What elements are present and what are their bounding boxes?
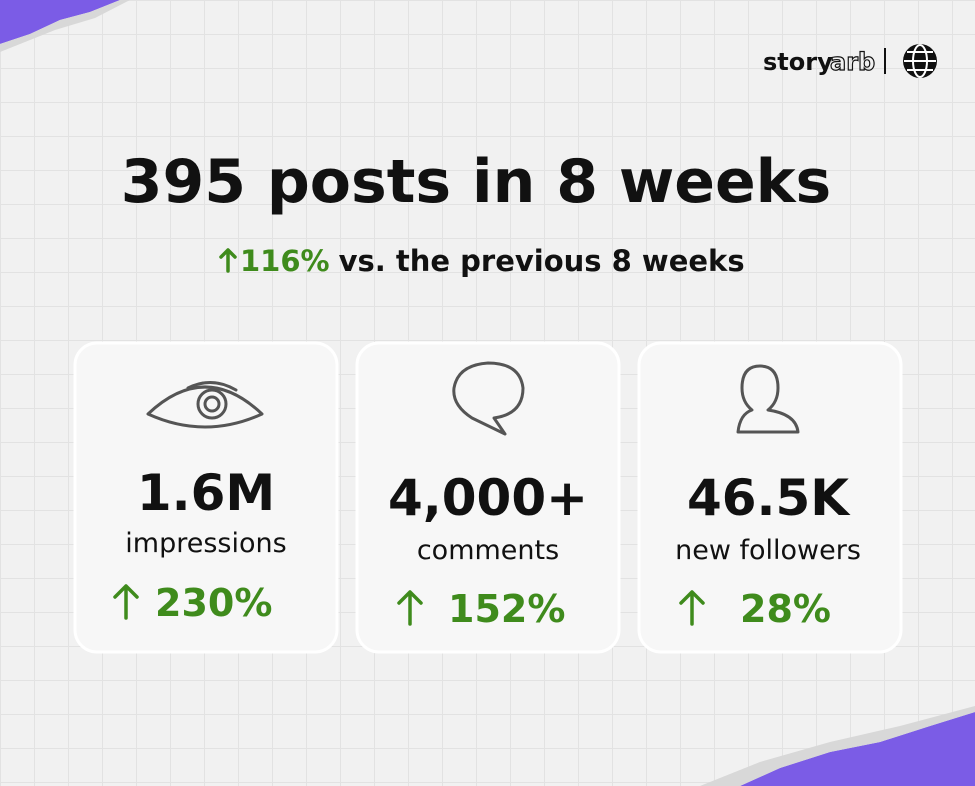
subtitle-text: vs. the previous 8 weeks (339, 244, 745, 278)
logo-story: story (763, 48, 833, 76)
card-change: 230% (155, 581, 272, 625)
corner-decoration (700, 706, 975, 786)
corner-decoration (740, 712, 975, 786)
logo-arb: arb (830, 48, 875, 76)
subtitle: 116% vs. the previous 8 weeks (219, 244, 745, 278)
card-value: 46.5K (687, 469, 851, 527)
card-label: comments (417, 535, 559, 566)
card-change: 28% (740, 587, 831, 631)
subtitle-change: 116% (240, 244, 330, 278)
card-change: 152% (448, 587, 565, 631)
card: 46.5K new followers 28% (637, 341, 903, 654)
corner-decoration (0, 0, 120, 44)
up-arrow (679, 590, 705, 626)
title: 395 posts in 8 weeks (121, 147, 832, 217)
card-label: impressions (125, 528, 286, 559)
comment-icon (452, 361, 525, 436)
up-arrow (113, 584, 139, 620)
up-arrow (219, 248, 237, 273)
card-value: 4,000+ (388, 469, 588, 527)
up-arrow (397, 590, 423, 626)
card: 4,000+ comments 152% (355, 341, 621, 654)
card-label: new followers (675, 535, 861, 566)
eye-icon (146, 381, 264, 429)
user-icon (736, 364, 800, 434)
corner-decoration (0, 0, 130, 52)
card: 1.6M impressions 230% (73, 341, 339, 654)
globe-icon (903, 44, 937, 78)
card-value: 1.6M (137, 464, 275, 522)
